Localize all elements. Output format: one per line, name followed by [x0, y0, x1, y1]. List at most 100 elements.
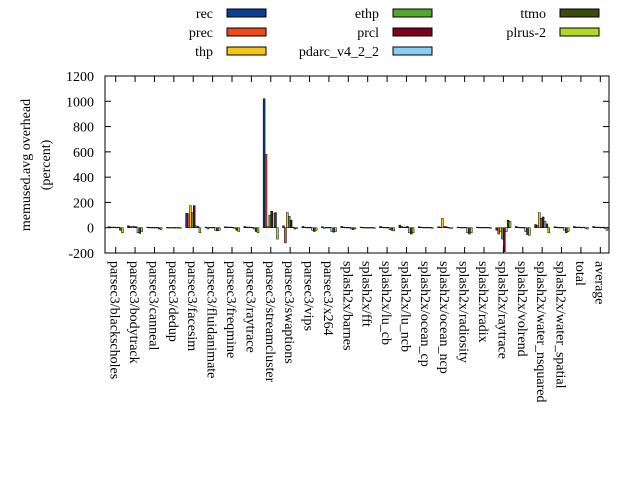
bar-ethp — [598, 226, 601, 228]
bar-ttmo — [293, 227, 297, 230]
bar-ethp — [152, 227, 155, 229]
bar-ttmo — [410, 227, 413, 235]
y-axis: -200 0 200 400 600 800 1000 1200 — [66, 70, 609, 262]
bar-ttmo — [274, 212, 277, 228]
bar-thp — [402, 226, 405, 228]
x-tick-label: parsec3/blackscholes — [107, 261, 122, 379]
legend-label-ethp: ethp — [355, 7, 379, 22]
bar-thp — [557, 227, 560, 229]
bar-prcl — [348, 227, 351, 229]
bar-rec — [185, 212, 188, 228]
bar-pdarc_v4_2_2 — [582, 226, 585, 228]
bar-ttmo — [448, 227, 452, 229]
bar-prcl — [483, 227, 487, 229]
bar-thp — [441, 217, 444, 228]
bar-prec — [381, 226, 384, 228]
y-tick-label: 200 — [73, 196, 94, 211]
bar-plrus-2 — [528, 227, 531, 236]
bar-prec — [458, 227, 462, 229]
y-axis-label: memused.avg overhead (percent) — [19, 99, 54, 231]
bar-plrus-2 — [218, 227, 221, 231]
bar-rec — [301, 226, 305, 228]
bar-pdarc_v4_2_2 — [349, 227, 353, 230]
bar-prcl — [328, 227, 332, 229]
bar-prec — [226, 226, 229, 228]
bar-ethp — [578, 226, 582, 228]
legend-label-thp: thp — [195, 45, 213, 60]
bar-thp — [460, 227, 463, 229]
bar-prcl — [444, 226, 448, 228]
legend-label-rec: rec — [196, 7, 213, 22]
bar-prec — [497, 227, 500, 235]
y-axis-label-line1: memused.avg overhead — [19, 99, 34, 231]
bar-prcl — [406, 226, 409, 228]
bar-thp — [499, 227, 502, 232]
bar-ethp — [288, 216, 291, 228]
bar-ttmo — [584, 227, 587, 229]
bar-ttmo — [487, 227, 490, 229]
bar-prec — [594, 226, 597, 228]
bar-thp — [518, 227, 522, 229]
x-tick-label: splash2x/water_nsquared — [533, 261, 548, 403]
bar-ttmo — [506, 219, 510, 228]
bar-ttmo — [603, 227, 607, 229]
bar-rec — [534, 224, 537, 228]
bar-ethp — [307, 227, 310, 229]
bar-ethp — [229, 226, 233, 228]
y-tick-label: 1200 — [66, 70, 94, 85]
bar-pdarc_v4_2_2 — [233, 227, 237, 229]
bar-rec — [204, 226, 208, 228]
legend-label-prec: prec — [189, 26, 213, 41]
bar-pdarc_v4_2_2 — [601, 226, 605, 228]
bar-ttmo — [119, 227, 122, 231]
bar-thp — [538, 212, 541, 228]
bar-ethp — [384, 227, 388, 229]
bar-plrus-2 — [411, 227, 415, 234]
bar-rec — [262, 98, 266, 228]
bar-prec — [516, 226, 520, 228]
y-tick-label: 400 — [73, 171, 94, 186]
legend-swatch-thp — [226, 46, 267, 56]
bar-prcl — [425, 227, 428, 229]
bar-plrus-2 — [373, 227, 376, 229]
bar-plrus-2 — [121, 227, 124, 234]
bar-ethp — [132, 226, 136, 228]
bar-thp — [286, 212, 289, 228]
bar-prec — [342, 226, 345, 228]
bar-thp — [383, 227, 386, 229]
bar-ttmo — [545, 223, 549, 228]
bar-ethp — [443, 226, 446, 228]
bar-thp — [111, 226, 115, 228]
bar-plrus-2 — [353, 227, 357, 230]
x-tick-label: splash2x/volrend — [514, 261, 529, 357]
bar-rec — [359, 226, 363, 228]
bar-ttmo — [429, 227, 432, 229]
bar-prcl — [580, 227, 584, 229]
bar-rec — [224, 226, 227, 228]
bar-plrus-2 — [431, 227, 434, 229]
bar-pdarc_v4_2_2 — [524, 227, 527, 232]
x-tick-label: splash2x/raytrace — [494, 261, 509, 359]
x-tick-label: splash2x/radix — [475, 261, 490, 343]
bar-prcl — [561, 227, 564, 229]
x-tick-label: splash2x/radiosity — [456, 261, 471, 363]
x-tick-label: splash2x/barnes — [339, 261, 354, 350]
bar-ethp — [249, 226, 252, 228]
x-tick-label: splash2x/lu_ncb — [397, 261, 412, 352]
bar-prcl — [522, 227, 525, 229]
x-tick-label: parsec3/canneal — [145, 261, 160, 350]
bar-prcl — [212, 227, 215, 229]
bar-ethp — [501, 227, 504, 240]
bar-pdarc_v4_2_2 — [272, 213, 275, 228]
bars — [107, 98, 609, 252]
bar-ethp — [520, 227, 524, 229]
bar-ttmo — [332, 227, 335, 233]
x-tick-label: splash2x/ocean_cp — [417, 261, 432, 367]
bar-ttmo — [138, 227, 142, 234]
bar-thp — [363, 227, 367, 229]
x-tick-label: parsec3/swaptions — [281, 261, 296, 364]
legend-label-pdarc_v4_2_2: pdarc_v4_2_2 — [299, 45, 379, 60]
bar-plrus-2 — [159, 227, 163, 230]
bar-prcl — [115, 227, 118, 229]
bar-pdarc_v4_2_2 — [253, 227, 256, 230]
